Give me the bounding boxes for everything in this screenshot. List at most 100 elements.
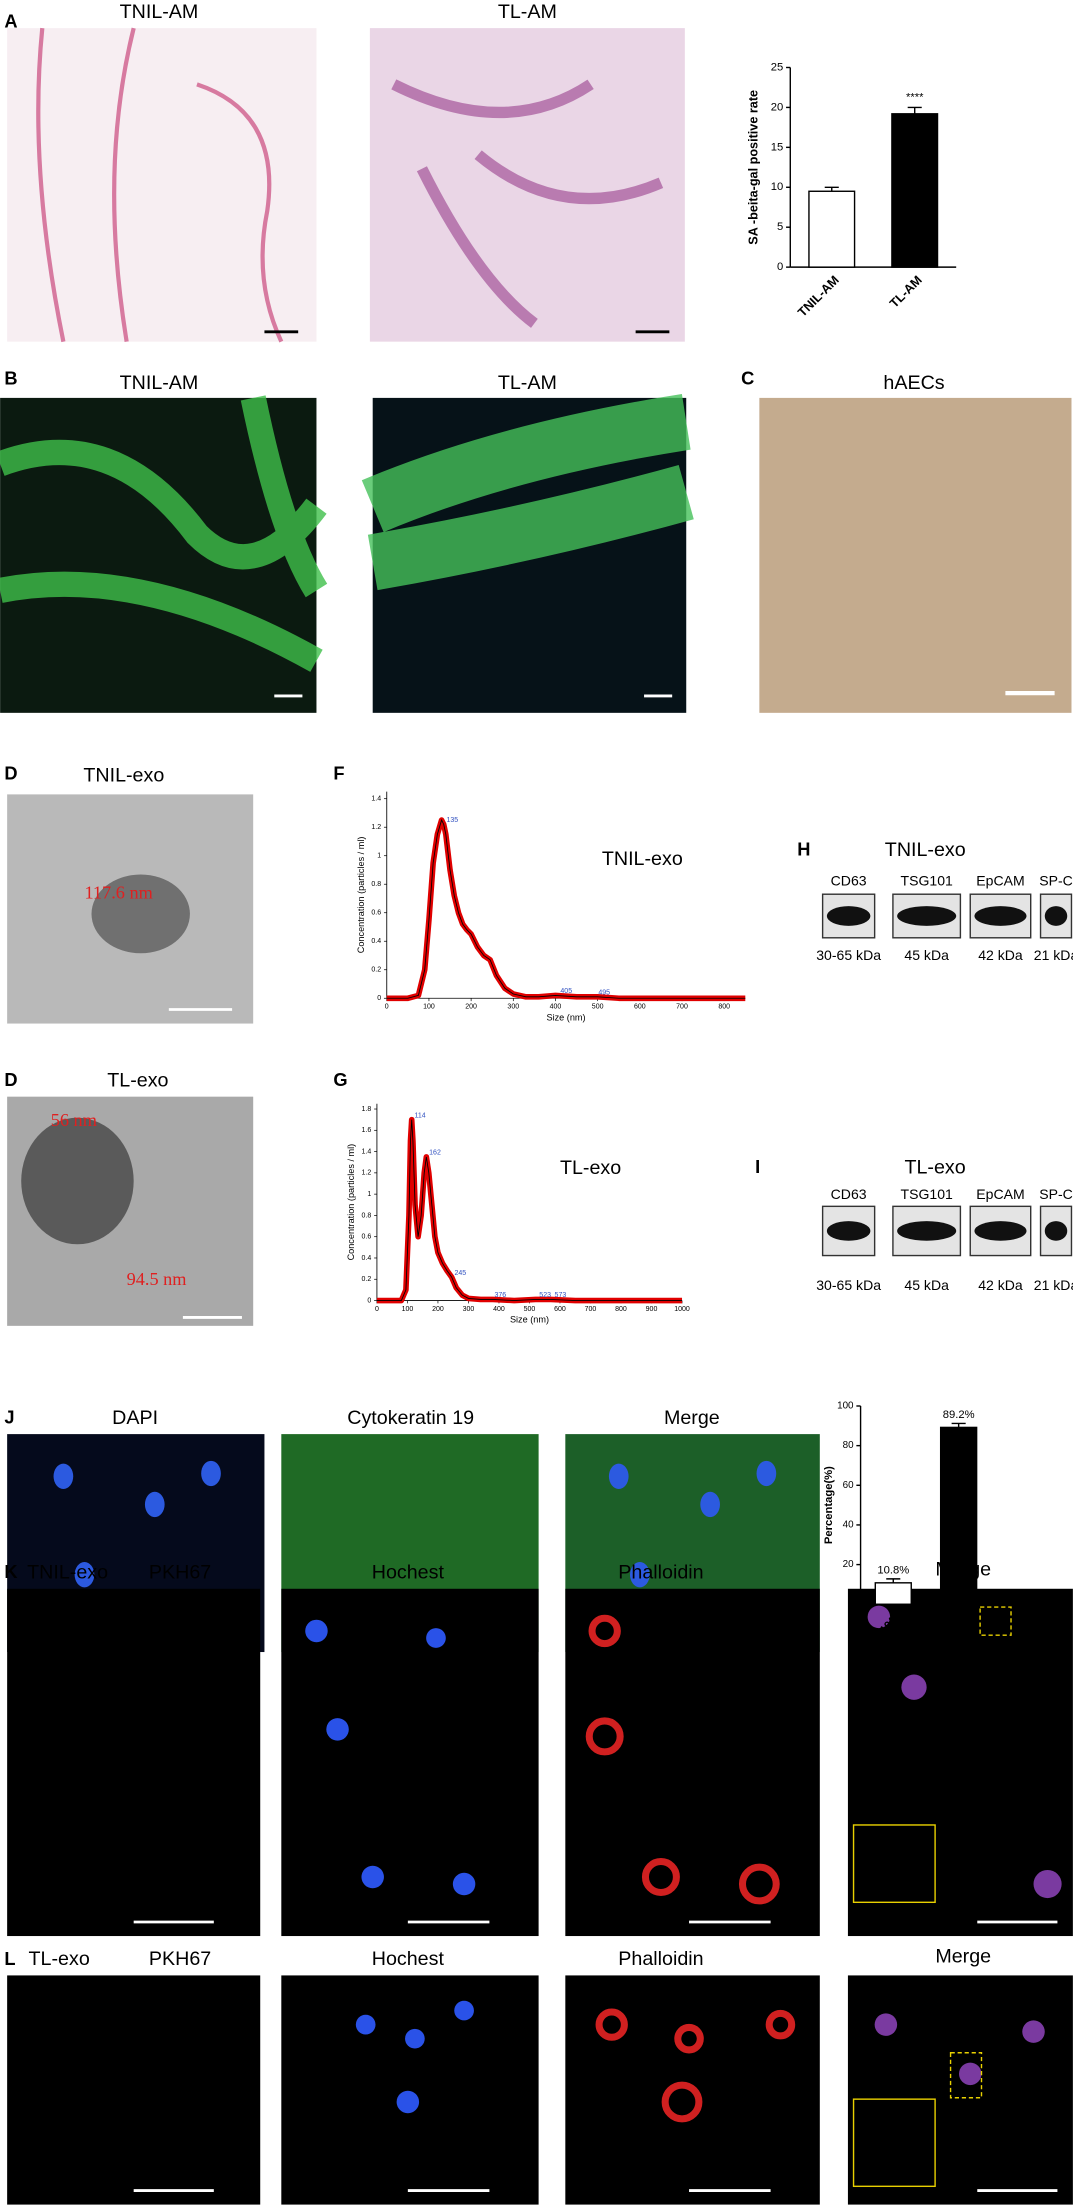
y-tick-label: 40 bbox=[843, 1520, 854, 1531]
y-tick-label: 5 bbox=[777, 221, 783, 233]
y-tick-label: 100 bbox=[837, 1401, 854, 1412]
y-tick-label: 20 bbox=[843, 1559, 854, 1570]
peak-label: 162 bbox=[429, 1150, 441, 1157]
exosome bbox=[21, 1117, 134, 1245]
x-tick-label: 300 bbox=[463, 1306, 475, 1313]
image-title: Phalloidin bbox=[618, 1948, 703, 1970]
tissue bbox=[391, 79, 664, 328]
measurement: 117.6 nm bbox=[84, 882, 152, 902]
image-title: Hochest bbox=[372, 1948, 445, 1970]
panel-label: B bbox=[4, 367, 17, 388]
bar bbox=[874, 1582, 912, 1605]
y-tick-label: 80 bbox=[843, 1440, 854, 1451]
panel-label: A bbox=[4, 10, 17, 31]
x-tick-label: TNIL-AM bbox=[795, 273, 842, 320]
y-tick-label: 1.4 bbox=[362, 1148, 372, 1155]
band bbox=[897, 1221, 957, 1241]
tissue bbox=[36, 27, 284, 343]
band bbox=[1044, 906, 1068, 926]
image-title: Cytokeratin 19 bbox=[347, 1407, 474, 1429]
protein-label: SP-C bbox=[1039, 1186, 1073, 1202]
image-title: TNIL-AM bbox=[120, 1, 199, 23]
protein-label: CD63 bbox=[831, 1186, 867, 1202]
peak-label: 114 bbox=[415, 1112, 426, 1119]
image-title: hAECs bbox=[883, 372, 944, 394]
image-title: Merge bbox=[935, 1945, 991, 1967]
error-bar bbox=[886, 1578, 901, 1583]
x-axis-label: Size (nm) bbox=[547, 1012, 586, 1022]
size-label: 21 kDa bbox=[1034, 1277, 1073, 1293]
series-band bbox=[376, 1116, 683, 1304]
value-label: 10.8% bbox=[877, 1564, 909, 1576]
bar bbox=[891, 113, 939, 268]
y-tick-label: 0.6 bbox=[362, 1234, 372, 1241]
panel-label: H bbox=[797, 838, 810, 859]
x-tick-label: 1000 bbox=[674, 1306, 690, 1313]
y-tick-label: 1.4 bbox=[371, 796, 381, 803]
x-tick-label: 200 bbox=[432, 1306, 444, 1313]
image-title: PKH67 bbox=[149, 1948, 211, 1970]
peak-label: 573 bbox=[555, 1292, 567, 1299]
y-tick-label: 0.2 bbox=[371, 967, 381, 974]
significance: **** bbox=[906, 92, 924, 104]
y-axis-label: Concentration (particles / ml) bbox=[356, 837, 366, 954]
measurement: 56 nm bbox=[51, 1110, 97, 1130]
x-tick-label: 700 bbox=[585, 1306, 597, 1313]
peak-label: 405 bbox=[560, 988, 572, 995]
tissue bbox=[361, 394, 694, 591]
protein-label: SP-C bbox=[1039, 872, 1073, 888]
uptake-images bbox=[7, 1588, 1073, 2205]
size-label: 45 kDa bbox=[904, 947, 949, 963]
protein-label: TSG101 bbox=[901, 872, 954, 888]
peak-label: 135 bbox=[447, 817, 459, 824]
x-tick-label: TL-AM bbox=[887, 273, 925, 311]
protein-label: EpCAM bbox=[976, 1186, 1024, 1202]
protein-label: TSG101 bbox=[901, 1186, 954, 1202]
image-title: TL-AM bbox=[498, 1, 557, 23]
x-tick-label: 200 bbox=[465, 1004, 477, 1011]
image-title: DAPI bbox=[112, 1407, 158, 1429]
x-tick-label: 900 bbox=[646, 1306, 658, 1313]
y-tick-label: 0.6 bbox=[371, 910, 381, 917]
y-tick-label: 0.2 bbox=[362, 1276, 372, 1283]
error-bar bbox=[824, 186, 839, 192]
x-tick-label: 800 bbox=[615, 1306, 627, 1313]
size-label: 42 kDa bbox=[978, 947, 1023, 963]
error-bar bbox=[907, 106, 922, 114]
series-line bbox=[386, 818, 746, 999]
x-tick-label: 0 bbox=[375, 1306, 379, 1313]
size-label: 45 kDa bbox=[904, 1277, 949, 1293]
y-tick-label: 0.4 bbox=[371, 938, 381, 945]
peak-label: 245 bbox=[454, 1270, 466, 1277]
y-tick-label: 0 bbox=[777, 261, 783, 273]
exosome bbox=[91, 874, 190, 954]
panel-label: I bbox=[755, 1156, 760, 1177]
peak-label: 376 bbox=[494, 1292, 506, 1299]
image-title: TL-AM bbox=[498, 372, 557, 394]
x-tick-label: 400 bbox=[493, 1306, 505, 1313]
protein-label: CD63 bbox=[831, 872, 867, 888]
y-tick-label: 10 bbox=[771, 181, 783, 193]
x-tick-label: 300 bbox=[507, 1004, 519, 1011]
image-title: TL-exo bbox=[107, 1069, 168, 1091]
phase-contrast-image bbox=[759, 397, 1072, 713]
x-axis-label: Size (nm) bbox=[510, 1315, 549, 1325]
series-band bbox=[386, 817, 746, 1002]
image-title: TNIL-exo bbox=[83, 764, 164, 786]
series-line bbox=[376, 1119, 683, 1301]
image-title: Phalloidin bbox=[618, 1562, 703, 1584]
x-tick-label: 700 bbox=[676, 1004, 688, 1011]
x-tick-label: 500 bbox=[524, 1306, 536, 1313]
x-tick-label: 100 bbox=[423, 1004, 435, 1011]
peak-label: 495 bbox=[598, 989, 610, 996]
y-axis-label: SA -beita-gal positive rate bbox=[747, 90, 761, 245]
bar bbox=[939, 1426, 978, 1605]
y-tick-label: 0 bbox=[377, 995, 381, 1002]
x-tick-label: 500 bbox=[592, 1004, 604, 1011]
panel-label: J bbox=[4, 1406, 14, 1427]
chart-title: TNIL-exo bbox=[602, 848, 683, 870]
panel-label: K bbox=[4, 1561, 18, 1582]
value-label: 89.2% bbox=[943, 1409, 975, 1421]
y-tick-label: 1.6 bbox=[362, 1127, 372, 1134]
